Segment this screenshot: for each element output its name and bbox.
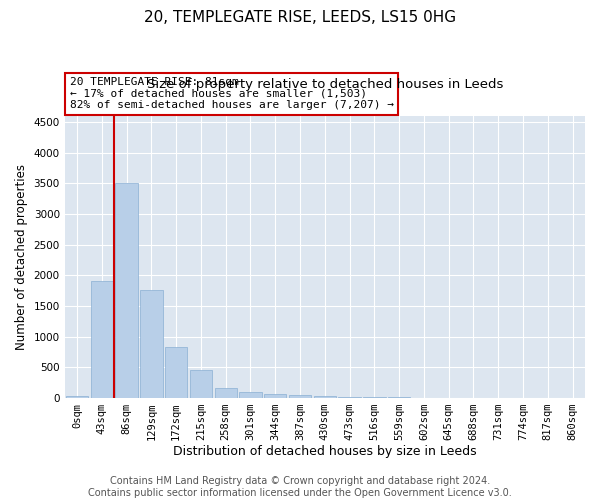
Bar bbox=[91, 282, 113, 398]
Y-axis label: Number of detached properties: Number of detached properties bbox=[15, 164, 28, 350]
Bar bbox=[239, 392, 262, 398]
Bar bbox=[289, 395, 311, 398]
Bar bbox=[215, 388, 237, 398]
Bar bbox=[190, 370, 212, 398]
Bar bbox=[140, 290, 163, 398]
Text: 20 TEMPLEGATE RISE: 81sqm
← 17% of detached houses are smaller (1,503)
82% of se: 20 TEMPLEGATE RISE: 81sqm ← 17% of detac… bbox=[70, 77, 394, 110]
Bar bbox=[115, 184, 138, 398]
Text: Contains HM Land Registry data © Crown copyright and database right 2024.
Contai: Contains HM Land Registry data © Crown c… bbox=[88, 476, 512, 498]
Title: Size of property relative to detached houses in Leeds: Size of property relative to detached ho… bbox=[146, 78, 503, 91]
Bar bbox=[165, 347, 187, 398]
Bar bbox=[338, 396, 361, 398]
X-axis label: Distribution of detached houses by size in Leeds: Distribution of detached houses by size … bbox=[173, 444, 476, 458]
Bar bbox=[314, 396, 336, 398]
Bar bbox=[264, 394, 286, 398]
Bar bbox=[66, 396, 88, 398]
Text: 20, TEMPLEGATE RISE, LEEDS, LS15 0HG: 20, TEMPLEGATE RISE, LEEDS, LS15 0HG bbox=[144, 10, 456, 25]
